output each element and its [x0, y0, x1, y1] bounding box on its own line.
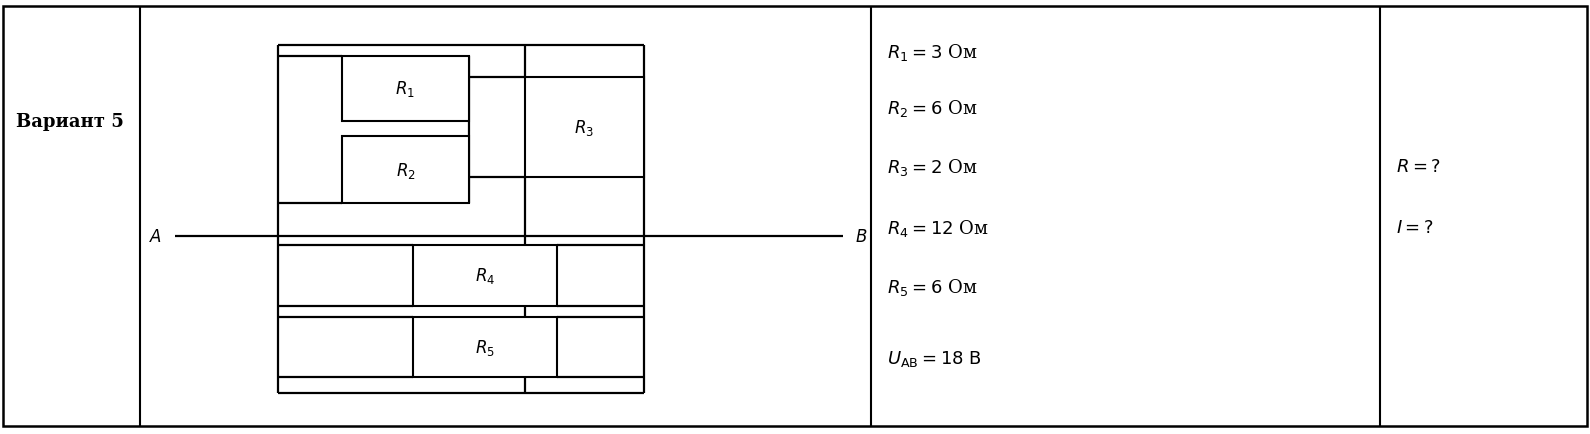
- Text: $R = ?$: $R = ?$: [1396, 158, 1441, 176]
- Text: $R_2$: $R_2$: [396, 161, 415, 180]
- Text: $R_3$: $R_3$: [574, 118, 595, 138]
- FancyBboxPatch shape: [342, 137, 469, 204]
- Text: $U_{\rm AB} = 18\ \mathrm{В}$: $U_{\rm AB} = 18\ \mathrm{В}$: [887, 348, 983, 368]
- Text: $I = ?$: $I = ?$: [1396, 219, 1434, 237]
- Text: $R_2 = 6$ Ом: $R_2 = 6$ Ом: [887, 98, 978, 119]
- Text: $R_4 = 12$ Ом: $R_4 = 12$ Ом: [887, 217, 989, 238]
- Text: Вариант 5: Вариант 5: [16, 112, 124, 131]
- Text: $R_1$: $R_1$: [396, 79, 415, 99]
- Text: $R_4$: $R_4$: [475, 266, 494, 286]
- Text: $A$: $A$: [149, 228, 162, 245]
- Text: $R_3 = 2$ Ом: $R_3 = 2$ Ом: [887, 157, 978, 178]
- Text: $R_1 = 3$ Ом: $R_1 = 3$ Ом: [887, 42, 978, 62]
- FancyBboxPatch shape: [525, 78, 644, 178]
- Text: $R_5$: $R_5$: [475, 337, 494, 357]
- Text: $R_5 = 6$ Ом: $R_5 = 6$ Ом: [887, 276, 978, 297]
- Text: $B$: $B$: [855, 228, 868, 245]
- FancyBboxPatch shape: [413, 317, 556, 378]
- FancyBboxPatch shape: [413, 245, 556, 306]
- FancyBboxPatch shape: [342, 56, 469, 122]
